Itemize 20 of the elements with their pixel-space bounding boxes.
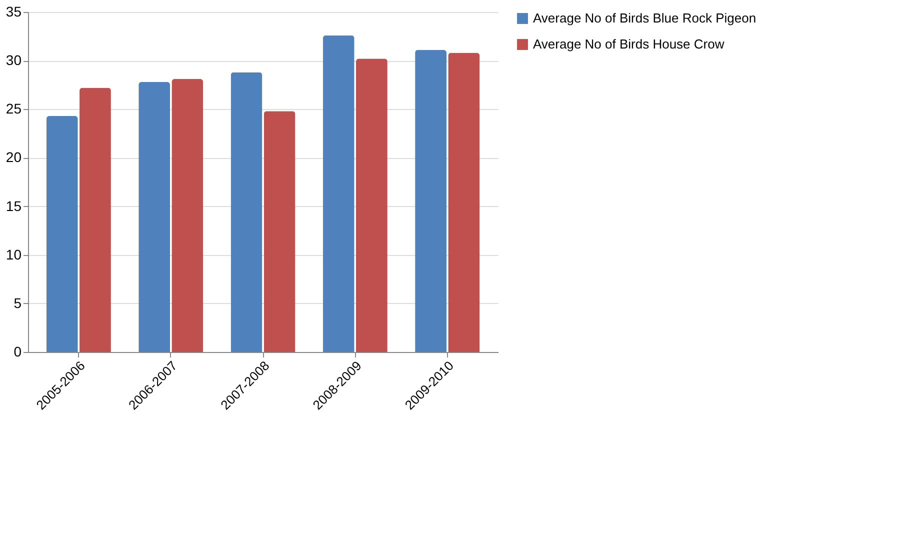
legend-label: Average No of Birds House Crow	[533, 36, 725, 52]
bar	[172, 79, 204, 352]
bar	[448, 52, 480, 352]
bar	[322, 35, 354, 352]
bar	[264, 111, 296, 352]
y-tick-label: 0	[14, 344, 22, 360]
bar	[356, 58, 388, 352]
bar	[46, 116, 78, 352]
bar	[80, 88, 111, 352]
y-tick-label: 25	[6, 100, 22, 117]
y-tick-label: 20	[6, 149, 22, 166]
y-tick-label: 30	[6, 52, 22, 68]
y-tick-label: 5	[14, 294, 22, 311]
bar	[138, 82, 170, 352]
y-tick-label: 35	[6, 4, 22, 20]
y-tick-label: 15	[6, 198, 22, 214]
bar	[230, 72, 262, 352]
legend-label: Average No of Birds Blue Rock Pigeon	[533, 10, 756, 26]
bar	[415, 50, 446, 352]
y-tick-label: 10	[6, 246, 22, 262]
